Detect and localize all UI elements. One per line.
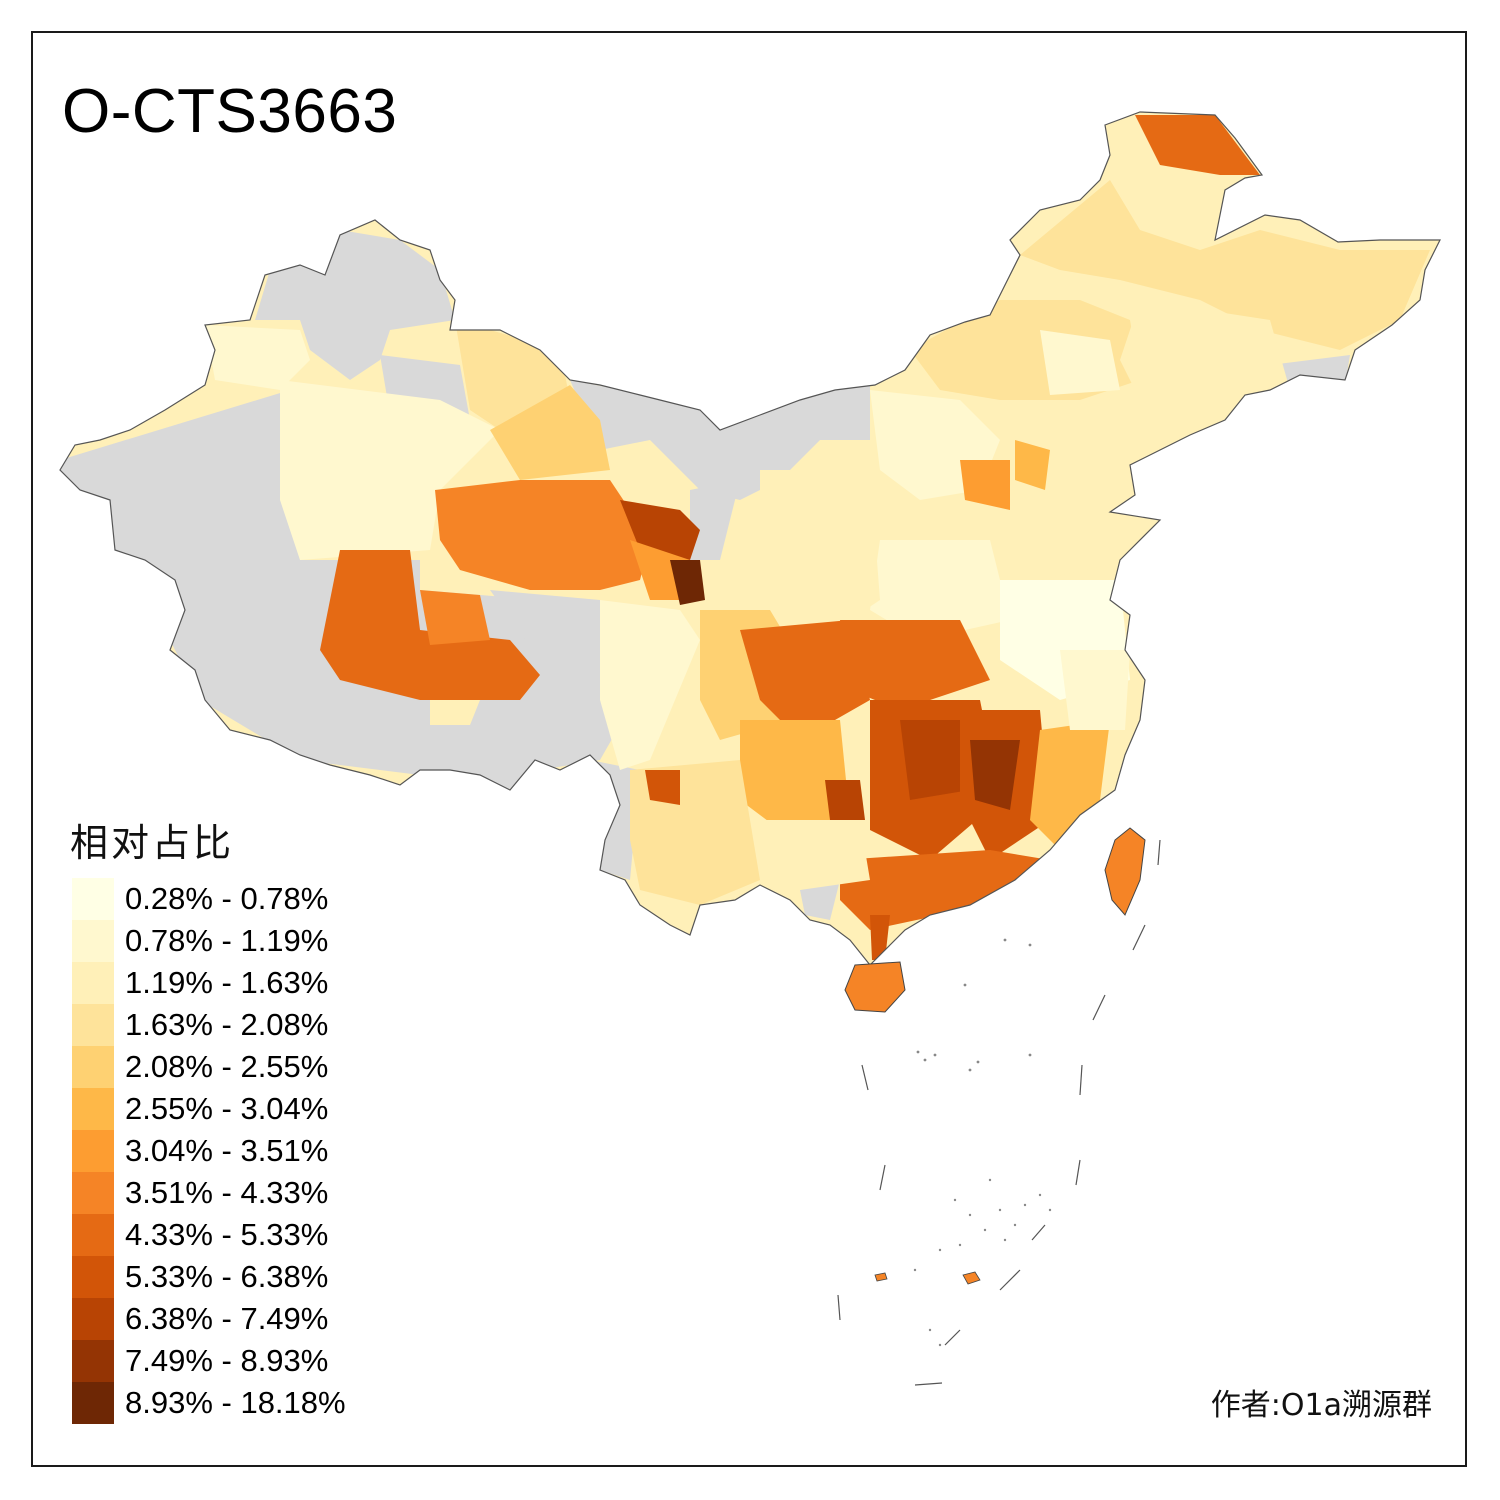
no-data-region-ningxia-strip (690, 480, 740, 560)
legend-swatch (72, 878, 114, 920)
region-henan (870, 540, 1010, 640)
legend-label: 3.04% - 3.51% (125, 1133, 329, 1168)
region-guizhou (740, 720, 850, 830)
legend-row: 3.51% - 4.33% (70, 1172, 328, 1214)
legend-row: 6.38% - 7.49% (70, 1298, 328, 1340)
legend-rows: 0.28% - 0.78% 0.78% - 1.19% 1.19% - 1.63% 1… (70, 878, 346, 1424)
region-small-island-orange-1 (962, 1271, 981, 1285)
region-sichuan-west (600, 600, 700, 770)
legend-label: 1.19% - 1.63% (125, 965, 329, 1000)
region-heilongjiang (1020, 180, 1430, 350)
region-taiwan (1104, 827, 1146, 916)
legend-swatch (72, 962, 114, 1004)
legend-swatch (72, 920, 114, 962)
legend-row: 3.04% - 3.51% (70, 1130, 328, 1172)
legend-title: 相对占比 (70, 821, 235, 865)
region-gansu-darkest (670, 560, 705, 605)
region-yunnan-dark-spot (645, 770, 680, 805)
south-china-sea-boundary-dashes (837, 839, 1161, 1386)
region-xinjiang-basin (280, 380, 500, 560)
region-hunan-dark (900, 720, 970, 800)
region-leizhou-peninsula (870, 915, 890, 960)
legend-label: 1.63% - 2.08% (125, 1007, 329, 1042)
legend-swatch (72, 1340, 114, 1382)
region-shanxi-orange (960, 460, 1010, 510)
no-data-region-inner-mongolia (570, 380, 870, 500)
region-liaoning-pale (1040, 330, 1120, 395)
legend-swatch (72, 1004, 114, 1046)
legend-label: 0.78% - 1.19% (125, 923, 329, 958)
legend-label: 2.55% - 3.04% (125, 1091, 329, 1126)
legend-row: 7.49% - 8.93% (70, 1340, 328, 1382)
legend-label: 3.51% - 4.33% (125, 1175, 329, 1210)
legend-swatch (72, 1088, 114, 1130)
legend-swatch (72, 1046, 114, 1088)
region-shaanxi (760, 470, 880, 640)
legend-swatch (72, 1256, 114, 1298)
legend-swatch (72, 1382, 114, 1424)
region-fujian (1030, 720, 1110, 850)
legend-label: 0.28% - 0.78% (125, 881, 329, 916)
legend-label: 4.33% - 5.33% (125, 1217, 329, 1252)
legend-row: 5.33% - 6.38% (70, 1256, 328, 1298)
author-credit: 作者:O1a溯源群 (1210, 1388, 1432, 1423)
legend-row: 2.55% - 3.04% (70, 1088, 328, 1130)
region-layer (60, 115, 1430, 960)
region-gansu-west (490, 385, 610, 480)
region-tibet-central (320, 550, 540, 700)
region-guangxi-dark (825, 780, 865, 820)
region-tibet-pocket (420, 590, 490, 645)
region-xinjiang-west (205, 325, 310, 390)
map-title: O-CTS3663 (62, 77, 398, 146)
region-jiangxi-dark (970, 740, 1020, 810)
region-zhejiang (1060, 650, 1130, 730)
region-chongqing (740, 620, 870, 740)
region-guangdong (840, 850, 1050, 930)
region-tibet-south-pale (430, 700, 480, 725)
legend-row: 0.28% - 0.78% (70, 878, 328, 920)
legend-swatch (72, 1172, 114, 1214)
legend-row: 1.63% - 2.08% (70, 1004, 328, 1046)
map-frame (31, 31, 1467, 1467)
region-jilin (1120, 300, 1290, 420)
legend-label: 6.38% - 7.49% (125, 1301, 329, 1336)
scattered-islands (913, 938, 1052, 1347)
region-qinghai-north (435, 480, 650, 590)
legend-label: 7.49% - 8.93% (125, 1343, 329, 1378)
legend-row: 2.08% - 2.55% (70, 1046, 328, 1088)
no-data-region-guangxi-south (800, 880, 840, 920)
legend-label: 8.93% - 18.18% (125, 1385, 346, 1420)
legend-label: 5.33% - 6.38% (125, 1259, 329, 1294)
legend-row: 4.33% - 5.33% (70, 1214, 328, 1256)
region-hebei-orange (1015, 440, 1050, 490)
region-hainan (844, 961, 906, 1013)
region-small-island-orange-2 (874, 1272, 888, 1282)
region-hubei (840, 620, 990, 710)
legend-row: 0.78% - 1.19% (70, 920, 328, 962)
legend-swatch (72, 1298, 114, 1340)
region-daxinganling (1135, 115, 1260, 175)
legend-row: 1.19% - 1.63% (70, 962, 328, 1004)
legend-label: 2.08% - 2.55% (125, 1049, 329, 1084)
region-shandong (990, 500, 1130, 580)
region-guangxi (760, 820, 870, 890)
legend-row: 8.93% - 18.18% (70, 1382, 346, 1424)
legend-swatch (72, 1214, 114, 1256)
legend-swatch (72, 1130, 114, 1172)
legend: 相对占比 0.28% - 0.78% 0.78% - 1.19% 1.19% - 1… (70, 818, 346, 1424)
